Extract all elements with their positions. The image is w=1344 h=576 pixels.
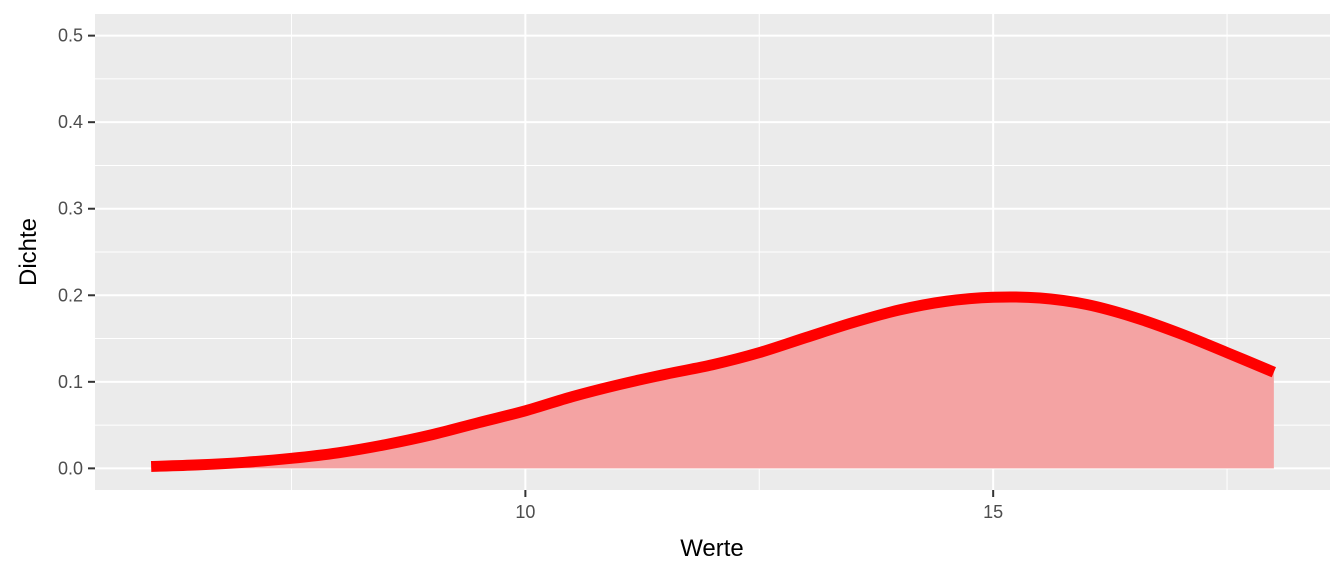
x-axis: 10 15: [515, 490, 1003, 522]
x-tick-label: 10: [515, 502, 535, 522]
y-tick-label: 0.1: [58, 372, 83, 392]
y-tick-label: 0.4: [58, 112, 83, 132]
y-axis-title: Dichte: [15, 218, 42, 286]
y-tick-label: 0.5: [58, 26, 83, 46]
x-tick-label: 15: [983, 502, 1003, 522]
y-axis: 0.0 0.1 0.2 0.3 0.4 0.5: [58, 26, 95, 478]
y-tick-label: 0.3: [58, 199, 83, 219]
y-tick-label: 0.2: [58, 285, 83, 305]
density-curve: [150, 291, 1276, 472]
density-area: [151, 296, 1274, 469]
x-axis-title: Werte: [680, 535, 744, 562]
y-tick-label: 0.0: [58, 458, 83, 478]
